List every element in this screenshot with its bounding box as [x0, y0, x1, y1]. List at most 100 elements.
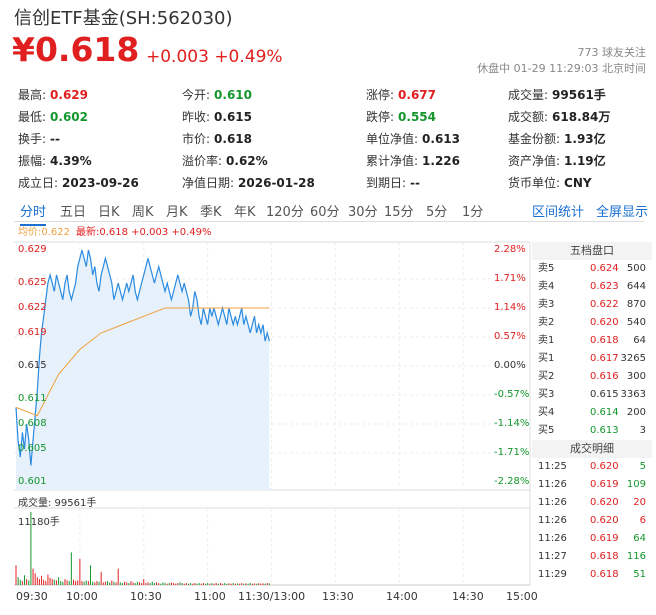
trade-row: 11:29 0.618 51 — [532, 566, 652, 584]
y-right-tick: 1.71% — [494, 273, 526, 284]
range-stats-link[interactable]: 区间统计 — [532, 205, 585, 220]
trade-qty: 109 — [626, 479, 646, 490]
trade-row: 11:26 0.620 6 — [532, 512, 652, 530]
stat-item: 振幅: 4.39% — [18, 152, 92, 169]
stat-item: 累计净值: 1.226 — [366, 152, 460, 169]
trade-qty: 51 — [633, 569, 646, 580]
tab-12[interactable]: 1分 — [462, 205, 484, 220]
stat-label: 到期日: — [366, 176, 407, 190]
trade-time: 11:26 — [538, 515, 567, 526]
order-price: 0.620 — [590, 317, 619, 328]
trade-price: 0.620 — [590, 497, 619, 508]
tab-8[interactable]: 60分 — [310, 205, 340, 220]
x-tick: 09:30 — [16, 590, 48, 603]
order-level: 买2 — [538, 371, 555, 382]
stat-label: 基金份额: — [508, 132, 561, 146]
market-status: 休盘中 01-29 11:29:03 北京时间 — [477, 62, 646, 75]
order-book-title: 五档盘口 — [532, 242, 652, 260]
stat-item: 成交量: 99561手 — [508, 86, 606, 103]
tab-3[interactable]: 周K — [132, 205, 154, 220]
stat-label: 成交额: — [508, 110, 549, 124]
stat-label: 累计净值: — [366, 154, 419, 168]
y-left-tick: 0.622 — [18, 302, 47, 313]
followers-count[interactable]: 773 球友关注 — [577, 46, 647, 59]
order-book-row: 卖1 0.618 64 — [532, 332, 652, 350]
tab-9[interactable]: 30分 — [348, 205, 378, 220]
stat-label: 今开: — [182, 88, 211, 102]
order-book-row: 卖3 0.622 870 — [532, 296, 652, 314]
trade-price: 0.619 — [590, 533, 619, 544]
stat-item: 跌停: 0.554 — [366, 108, 436, 125]
x-tick: 13:30 — [322, 590, 354, 603]
y-right-tick: 0.57% — [494, 331, 526, 342]
trade-row: 11:27 0.618 116 — [532, 548, 652, 566]
y-right-tick: 2.28% — [494, 244, 526, 255]
tab-5[interactable]: 季K — [200, 205, 222, 220]
order-level: 卖3 — [538, 299, 555, 310]
stat-value: 1.93亿 — [564, 132, 606, 146]
stat-value: 618.84万 — [552, 110, 611, 124]
order-qty: 644 — [626, 281, 646, 292]
tab-2[interactable]: 日K — [98, 205, 120, 220]
stat-label: 资产净值: — [508, 154, 561, 168]
trade-price: 0.619 — [590, 479, 619, 490]
y-right-tick: 1.14% — [494, 302, 526, 313]
stat-value: 0.613 — [422, 132, 461, 146]
order-book-row: 买5 0.613 3 — [532, 422, 652, 440]
y-left-tick: 0.629 — [18, 244, 47, 255]
fullscreen-link[interactable]: 全屏显示 — [596, 205, 649, 220]
trade-time: 11:27 — [538, 551, 567, 562]
y-left-tick: 0.619 — [18, 326, 47, 338]
y-left-tick: 0.625 — [18, 277, 47, 289]
trade-time: 11:25 — [538, 461, 567, 472]
tab-1[interactable]: 五日 — [60, 205, 87, 220]
stat-value: 2023-09-26 — [62, 176, 139, 190]
tab-6[interactable]: 年K — [234, 205, 256, 220]
order-qty: 540 — [626, 317, 646, 328]
stat-value: 1.19亿 — [564, 154, 606, 168]
stat-value: 0.677 — [398, 88, 437, 102]
tab-7[interactable]: 120分 — [266, 205, 304, 220]
avg-price-line — [15, 307, 270, 417]
x-tick: 11:00 — [194, 590, 226, 603]
stat-value: CNY — [564, 176, 592, 190]
tab-10[interactable]: 15分 — [384, 205, 414, 220]
trade-price: 0.620 — [590, 461, 619, 472]
trade-qty: 20 — [633, 497, 646, 508]
y-left-tick: 0.608 — [18, 418, 47, 429]
trade-row: 11:26 0.619 64 — [532, 530, 652, 548]
order-price: 0.616 — [590, 371, 619, 382]
order-book-row: 买4 0.614 200 — [532, 404, 652, 422]
order-price: 0.614 — [590, 407, 619, 418]
stat-item: 资产净值: 1.19亿 — [508, 152, 606, 169]
stat-value: 0.610 — [214, 88, 253, 102]
order-level: 卖4 — [538, 281, 555, 292]
stat-label: 换手: — [18, 132, 47, 146]
order-price: 0.617 — [590, 353, 619, 364]
trade-row: 11:26 0.620 20 — [532, 494, 652, 512]
stat-value: -- — [50, 132, 61, 146]
price-change: +0.003 +0.49% — [146, 47, 283, 67]
stat-item: 到期日: -- — [366, 174, 420, 191]
order-book-row: 卖4 0.623 644 — [532, 278, 652, 296]
tab-4[interactable]: 月K — [166, 205, 188, 220]
stat-item: 单位净值: 0.613 — [366, 130, 460, 147]
y-left-tick: 0.601 — [18, 476, 47, 487]
x-tick: 14:30 — [452, 590, 484, 603]
tab-0[interactable]: 分时 — [20, 201, 47, 226]
chart-legend: 均价:0.622 最新:0.618 +0.003 +0.49% — [18, 223, 212, 238]
chart-tabs: 分时 五日 日K 周K 月K 季K 年K 120分 60分 30分 15分 5分 1分 区间统计 全屏显示 — [14, 196, 648, 226]
stat-item: 基金份额: 1.93亿 — [508, 130, 606, 147]
order-book-panel: 五档盘口 卖5 0.624 500 卖4 0.623 644 卖3 0.622 870 卖2 0.6… — [532, 242, 652, 584]
y-left-tick: 0.615 — [18, 360, 47, 371]
y-right-tick: -0.57% — [494, 389, 530, 400]
order-price: 0.624 — [590, 263, 619, 274]
stat-value: -- — [410, 176, 421, 190]
tab-11[interactable]: 5分 — [426, 205, 448, 220]
avg-price-legend: 均价:0.622 — [18, 227, 70, 238]
stat-item: 货币单位: CNY — [508, 174, 592, 191]
order-price: 0.615 — [590, 389, 619, 400]
y-right-tick: -1.14% — [494, 418, 530, 429]
x-tick: 15:00 — [506, 590, 538, 603]
